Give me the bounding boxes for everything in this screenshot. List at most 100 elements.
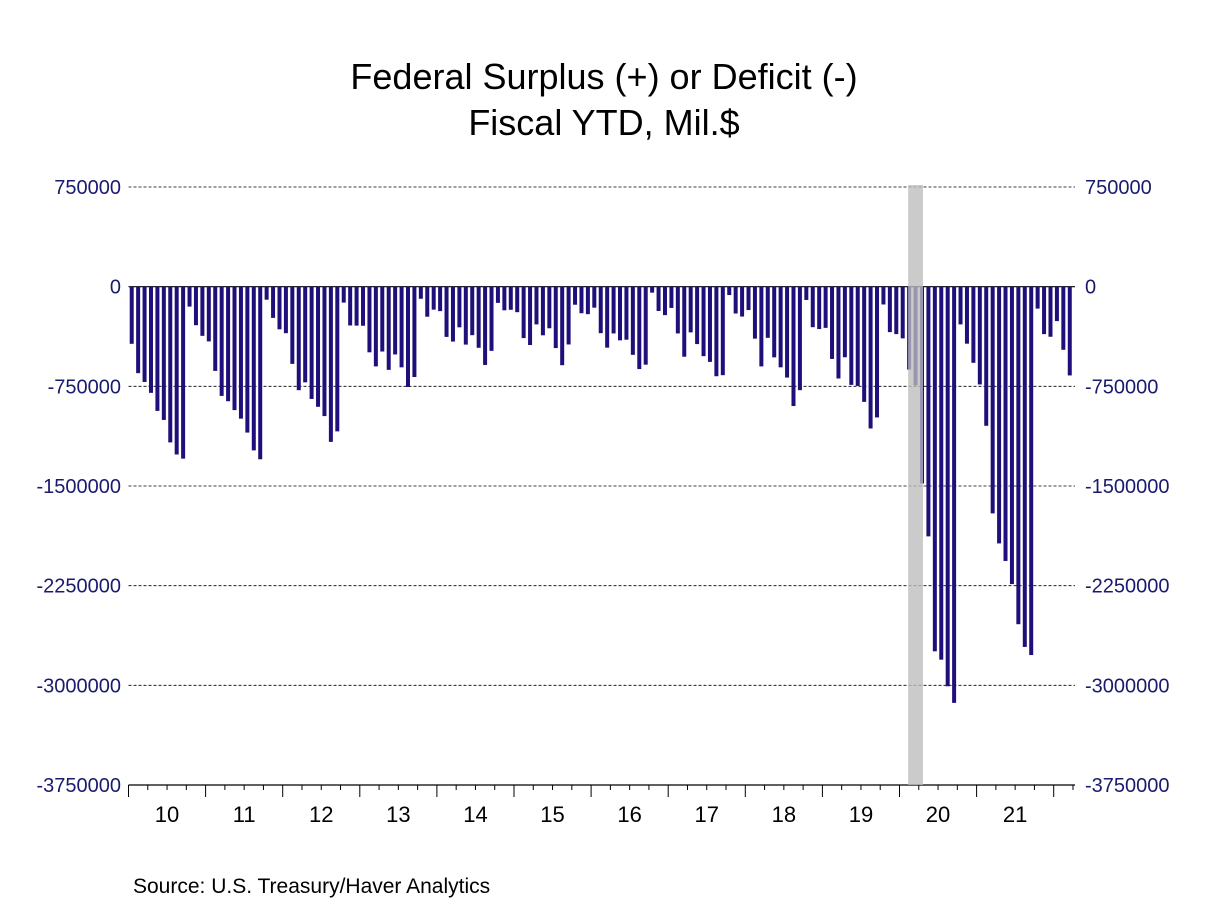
bar	[566, 286, 571, 345]
bar	[309, 286, 314, 399]
x-tick-label: 16	[617, 802, 641, 827]
bar	[650, 286, 655, 293]
bar	[1022, 286, 1027, 647]
bar	[450, 286, 455, 342]
bar	[630, 286, 635, 355]
bar	[457, 286, 462, 328]
bar	[637, 286, 642, 370]
bar	[283, 286, 288, 334]
y-tick-label-right: -1500000	[1085, 476, 1170, 498]
bar	[373, 286, 378, 367]
bar	[894, 286, 899, 335]
bar	[1035, 286, 1040, 309]
bar	[656, 286, 661, 311]
y-tick-label-left: -1500000	[36, 476, 121, 498]
x-tick-label: 20	[926, 802, 950, 827]
bar	[752, 286, 757, 339]
bar	[148, 286, 153, 393]
bar	[271, 286, 276, 318]
bar	[393, 286, 398, 355]
bar	[791, 286, 796, 407]
bar	[322, 286, 327, 417]
bar	[380, 286, 385, 352]
x-tick-label: 14	[463, 802, 487, 827]
bar	[1048, 286, 1053, 337]
bar	[1009, 286, 1014, 585]
recession-shading	[908, 185, 923, 785]
y-tick-label-left: -750000	[48, 376, 121, 398]
bar	[193, 286, 198, 326]
bar	[277, 286, 282, 330]
bar	[952, 286, 957, 703]
bar	[553, 286, 558, 349]
bar	[797, 286, 802, 391]
x-tick-label: 15	[540, 802, 564, 827]
bar	[662, 286, 667, 316]
bar	[528, 286, 533, 346]
bar	[598, 286, 603, 334]
bar	[977, 286, 982, 385]
bar	[425, 286, 430, 317]
bar	[817, 286, 822, 330]
bar	[508, 286, 513, 310]
bar	[200, 286, 205, 336]
bar	[515, 286, 520, 313]
bar	[560, 286, 565, 366]
bar	[219, 286, 224, 396]
bar	[521, 286, 526, 339]
bar	[129, 286, 134, 344]
bar	[367, 286, 372, 353]
bar	[624, 286, 629, 340]
bar	[611, 286, 616, 334]
x-tick-label: 19	[849, 802, 873, 827]
x-tick-label: 17	[695, 802, 719, 827]
bar	[926, 286, 931, 537]
y-tick-label-right: 750000	[1085, 177, 1152, 199]
bar	[733, 286, 738, 314]
bar	[740, 286, 745, 317]
bar	[714, 286, 719, 377]
source-note: Source: U.S. Treasury/Haver Analytics	[133, 875, 491, 898]
bar	[984, 286, 989, 426]
bar	[868, 286, 873, 429]
bar	[823, 286, 828, 328]
bar	[862, 286, 867, 402]
bar	[470, 286, 475, 336]
bar	[830, 286, 835, 359]
bar	[303, 286, 308, 383]
bar	[669, 286, 674, 308]
bar	[701, 286, 706, 357]
y-tick-label-right: -3000000	[1085, 675, 1170, 697]
y-tick-label-right: -3750000	[1085, 775, 1170, 797]
bar	[1029, 286, 1034, 656]
bar	[990, 286, 995, 514]
x-tick-label: 18	[772, 802, 796, 827]
bar	[489, 286, 494, 351]
bar	[206, 286, 211, 342]
y-tick-label-right: -750000	[1085, 376, 1158, 398]
bar	[463, 286, 468, 345]
bar	[1016, 286, 1021, 625]
bar	[181, 286, 186, 459]
bar	[251, 286, 256, 451]
bar	[258, 286, 263, 460]
bar	[579, 286, 584, 314]
x-tick-label: 13	[386, 802, 410, 827]
bar	[226, 286, 231, 402]
bar	[849, 286, 854, 385]
y-tick-label-left: 750000	[54, 177, 121, 199]
bar	[1067, 286, 1072, 376]
bar	[348, 286, 353, 326]
chart-title: Federal Surplus (+) or Deficit (-)	[350, 56, 858, 97]
bars	[129, 286, 1072, 703]
bar	[540, 286, 545, 336]
bar	[772, 286, 777, 358]
bar	[720, 286, 725, 376]
bar	[264, 286, 269, 300]
bar	[688, 286, 693, 333]
y-axis-right: 750000 0 -750000 -1500000 -2250000 -3000000 -3…	[1085, 177, 1170, 797]
bar	[232, 286, 237, 411]
bar	[759, 286, 764, 367]
bar	[405, 286, 410, 387]
